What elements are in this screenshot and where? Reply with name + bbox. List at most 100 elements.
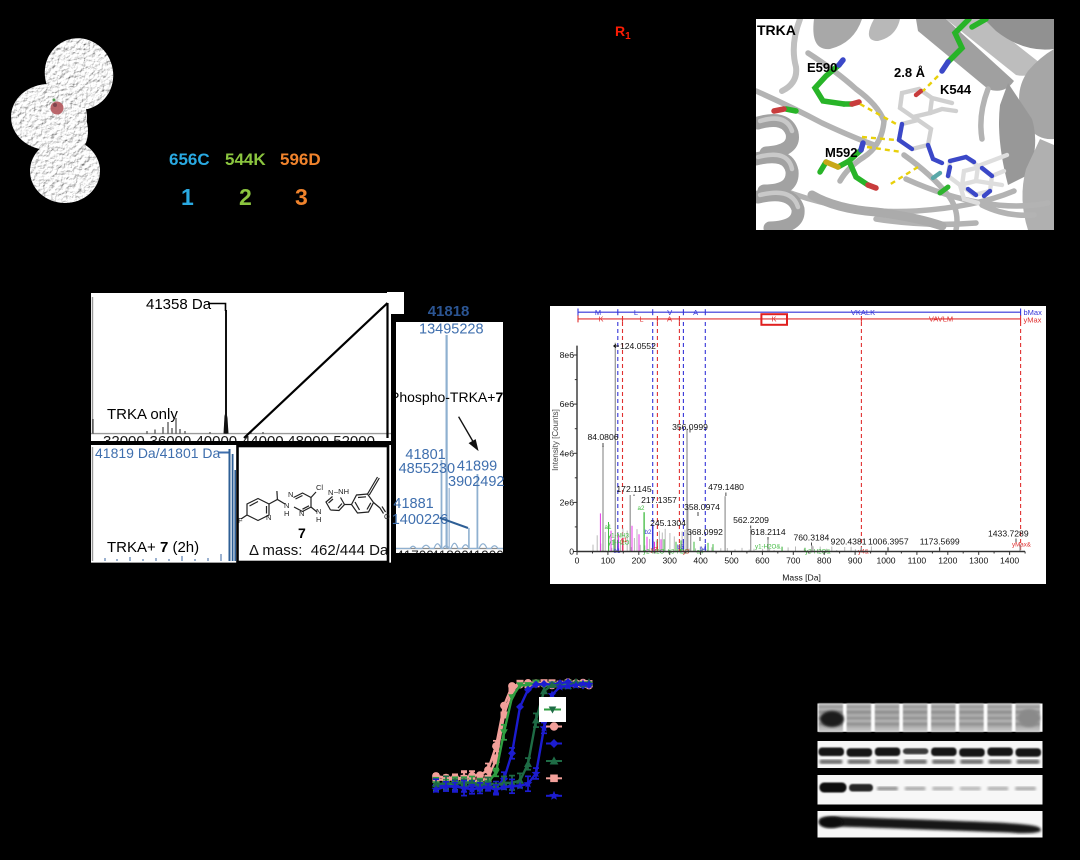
svg-text:1300: 1300	[969, 556, 988, 566]
svg-text:1200: 1200	[938, 556, 957, 566]
svg-text:245.1304: 245.1304	[650, 518, 686, 528]
svg-text:N: N	[266, 513, 271, 522]
svg-text:VKALK: VKALK	[851, 308, 875, 317]
svg-text:yMax&: yMax&	[1012, 542, 1032, 549]
svg-text:Intensity [Counts]: Intensity [Counts]	[551, 409, 560, 471]
svg-text:–NH: –NH	[334, 487, 349, 496]
svg-text:L: L	[634, 308, 638, 317]
svg-text:Phospho-TRKA+7: Phospho-TRKA+7	[390, 389, 503, 405]
svg-text:41900: 41900	[466, 548, 504, 563]
svg-text:41700: 41700	[396, 548, 434, 563]
svg-text:b2: b2	[645, 529, 652, 536]
svg-text:Cl: Cl	[316, 483, 323, 492]
svg-text:A: A	[667, 315, 672, 324]
svg-text:368.0992: 368.0992	[687, 527, 723, 537]
svg-text:124.0552: 124.0552	[620, 341, 656, 351]
svg-text:41801: 41801	[405, 447, 445, 463]
svg-text:100: 100	[601, 556, 616, 566]
svg-text:172.1145: 172.1145	[616, 484, 651, 494]
svg-text:y1: y1	[621, 537, 628, 544]
svg-text:0: 0	[575, 556, 580, 566]
svg-text:V: V	[667, 308, 672, 317]
svg-text:L: L	[639, 315, 643, 324]
svg-text:0: 0	[569, 547, 574, 557]
svg-text:N: N	[328, 488, 333, 497]
svg-text:H: H	[284, 509, 289, 518]
svg-text:41819 Da/41801 Da: 41819 Da/41801 Da	[95, 445, 221, 461]
svg-text:40000: 40000	[195, 570, 238, 587]
svg-text:TRKA only: TRKA only	[107, 406, 178, 423]
svg-text:41881: 41881	[393, 496, 433, 512]
svg-text:48000: 48000	[287, 433, 329, 450]
svg-text:500: 500	[724, 556, 739, 566]
svg-text:32000: 32000	[102, 570, 145, 587]
svg-text:N: N	[288, 490, 293, 499]
svg-text:2.8 Å: 2.8 Å	[894, 65, 926, 80]
svg-text:8e6: 8e6	[560, 350, 575, 360]
svg-text:1100: 1100	[908, 556, 927, 566]
svg-text:900: 900	[848, 556, 863, 566]
svg-text:760.3184: 760.3184	[793, 533, 829, 543]
svg-text:6e6: 6e6	[560, 399, 575, 409]
svg-text:F: F	[238, 516, 243, 525]
svg-text:VAVLM: VAVLM	[929, 315, 953, 324]
svg-text:b4: b4	[700, 546, 707, 553]
svg-text:7: 7	[298, 525, 306, 541]
svg-text:Mass [Da]: Mass [Da]	[782, 573, 821, 583]
svg-text:479.1480: 479.1480	[708, 482, 744, 492]
svg-text:1006.3957: 1006.3957	[868, 537, 909, 547]
svg-text:K: K	[771, 315, 776, 324]
svg-text:M: M	[595, 308, 601, 317]
svg-text:y1-NH3: y1-NH3	[608, 533, 630, 540]
svg-text:4e6: 4e6	[560, 448, 575, 458]
svg-text:b3: b3	[677, 544, 684, 551]
svg-text:618.2114: 618.2114	[750, 527, 785, 537]
svg-text:1400226: 1400226	[392, 512, 448, 528]
svg-text:yMax: yMax	[1024, 315, 1042, 324]
svg-text:K: K	[598, 315, 603, 324]
svg-text:40000: 40000	[195, 433, 237, 450]
svg-text:300: 300	[663, 556, 678, 566]
svg-text:52000: 52000	[333, 570, 376, 587]
svg-text:A: A	[693, 308, 698, 317]
svg-text:1400: 1400	[1000, 556, 1019, 566]
svg-text:y1-H2O&: y1-H2O&	[755, 544, 781, 551]
svg-text:N: N	[284, 501, 289, 510]
svg-text:358.0974: 358.0974	[684, 502, 720, 512]
svg-text:700: 700	[786, 556, 801, 566]
svg-text:48000: 48000	[287, 570, 330, 587]
svg-text:Δ mass: 462/444 Da: Δ mass: 462/444 Da	[249, 542, 389, 559]
svg-text:N: N	[316, 507, 321, 516]
svg-text:13495228: 13495228	[419, 322, 484, 338]
svg-text:N: N	[299, 509, 304, 518]
svg-text:1433.7289: 1433.7289	[988, 528, 1029, 538]
svg-text:52000: 52000	[333, 433, 375, 450]
svg-text:y2: y2	[651, 547, 658, 554]
svg-text:1000: 1000	[876, 556, 895, 566]
svg-text:562.2209: 562.2209	[733, 515, 769, 525]
svg-text:K544: K544	[940, 82, 972, 97]
svg-text:41800: 41800	[431, 548, 469, 563]
svg-text:36000: 36000	[150, 433, 192, 450]
svg-text:41358 Da: 41358 Da	[146, 296, 212, 313]
svg-text:36000: 36000	[149, 570, 192, 587]
svg-text:400: 400	[693, 556, 708, 566]
svg-text:356.0999: 356.0999	[672, 422, 708, 432]
svg-text:y1-H2O: y1-H2O	[608, 540, 630, 547]
svg-text:M592: M592	[825, 145, 858, 160]
svg-text:a2: a2	[638, 505, 645, 512]
svg-text:217.1357: 217.1357	[641, 495, 677, 505]
svg-text:84.0806: 84.0806	[587, 432, 618, 442]
svg-text:4855230: 4855230	[399, 461, 455, 477]
svg-text:44000: 44000	[241, 570, 284, 587]
svg-text:200: 200	[632, 556, 647, 566]
svg-text:41818: 41818	[428, 303, 470, 320]
svg-text:2e6: 2e6	[560, 497, 575, 507]
svg-text:a1: a1	[605, 524, 612, 531]
svg-text:1173.5699: 1173.5699	[920, 537, 960, 547]
svg-text:32000: 32000	[103, 433, 145, 450]
svg-text:H: H	[316, 515, 321, 524]
svg-text:O: O	[384, 512, 390, 521]
svg-text:3902492: 3902492	[448, 474, 504, 490]
svg-text:bMax: bMax	[1024, 308, 1043, 317]
